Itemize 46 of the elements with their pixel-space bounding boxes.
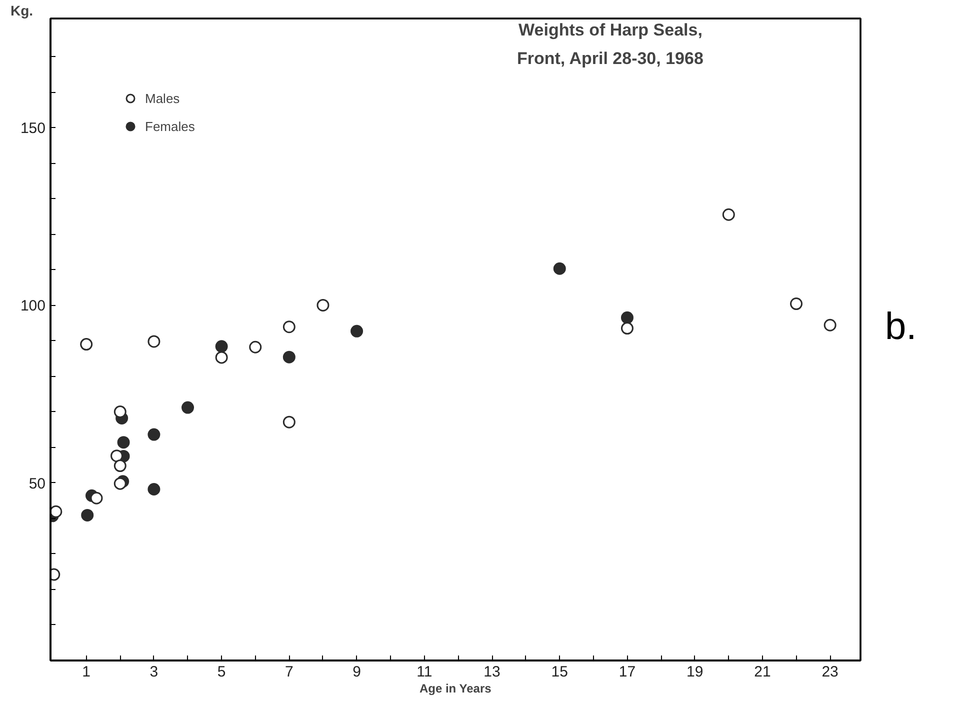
point <box>148 428 160 441</box>
point <box>90 492 103 504</box>
x-tick-label: 11 <box>416 664 432 680</box>
point <box>553 262 566 275</box>
point <box>50 505 62 518</box>
y-axis-title: Kg. <box>10 2 34 18</box>
y-tick-label: 150 <box>20 120 46 138</box>
x-tick-label: 19 <box>686 664 704 680</box>
legend-label: Females <box>145 118 195 134</box>
point <box>824 318 836 332</box>
point <box>80 338 93 351</box>
point <box>148 483 160 496</box>
x-tick-label: 1 <box>82 664 91 680</box>
x-tick-label: 3 <box>150 664 158 680</box>
point <box>722 208 735 221</box>
point <box>350 324 364 338</box>
point <box>215 340 228 353</box>
point <box>114 460 126 472</box>
x-axis-title: Age in Years <box>419 682 492 696</box>
x-tick-label: 13 <box>484 664 500 680</box>
x-tick-label: 5 <box>217 664 226 680</box>
point <box>282 416 296 428</box>
x-tick-label: 9 <box>352 664 361 680</box>
y-tick-label: 100 <box>20 298 46 315</box>
x-tick-label: 21 <box>754 664 771 680</box>
legend-label: Males <box>145 90 180 106</box>
point <box>249 340 262 354</box>
point <box>117 436 130 449</box>
x-tick-label: 15 <box>551 664 568 680</box>
x-tick-label: 23 <box>822 664 838 680</box>
point <box>620 322 634 335</box>
point <box>215 351 228 364</box>
x-tick-label: 7 <box>285 664 294 680</box>
point <box>182 401 194 414</box>
point <box>790 298 803 310</box>
text: Weights of Harp Seals, Front, April 28-30, 1968 <box>516 20 704 68</box>
y-tick-label: 50 <box>28 475 46 492</box>
point <box>316 298 330 312</box>
point <box>81 508 94 522</box>
point <box>620 311 634 324</box>
point <box>148 335 160 348</box>
text: b. <box>885 305 917 350</box>
point <box>114 477 126 490</box>
point <box>282 320 296 334</box>
x-tick-label: 17 <box>618 664 636 680</box>
point <box>282 350 296 364</box>
